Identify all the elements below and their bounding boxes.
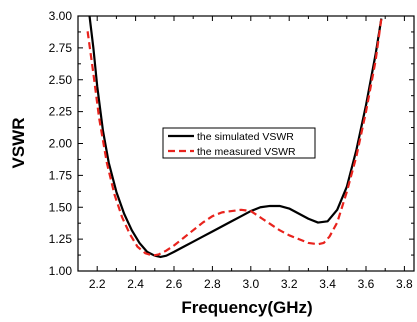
legend-label-simulated: the simulated VSWR <box>197 131 294 143</box>
y-tick-label: 2.00 <box>49 137 73 151</box>
x-tick-label: 3.6 <box>358 277 375 291</box>
y-tick-label: 1.25 <box>49 232 73 246</box>
legend: the simulated VSWR the measured VSWR <box>162 127 316 159</box>
x-tick-label: 2.8 <box>204 277 221 291</box>
series-layer <box>86 15 383 259</box>
legend-box <box>162 127 316 159</box>
y-axis-title: VSWR <box>9 118 28 169</box>
x-tick-label: 3.0 <box>242 277 259 291</box>
x-tick-label: 2.4 <box>127 277 144 291</box>
x-tick-label: 3.4 <box>319 277 336 291</box>
y-tick-label: 1.75 <box>49 168 73 182</box>
x-tick-label: 2.6 <box>166 277 183 291</box>
legend-label-measured: the measured VSWR <box>197 146 296 158</box>
y-tick-label: 2.25 <box>49 105 73 119</box>
x-tick-label: 3.8 <box>396 277 413 291</box>
y-tick-label: 3.00 <box>49 9 73 23</box>
series-line-measured <box>86 18 383 257</box>
y-tick-label: 1.00 <box>49 264 73 278</box>
ticks-layer: 2.2 2.4 2.6 2.8 3.0 3.2 3.4 3.6 3.8 1.00 1.25 1.50 1… <box>49 9 414 291</box>
y-tick-label: 2.75 <box>49 41 73 55</box>
y-tick-label: 1.50 <box>49 200 73 214</box>
x-tick-label: 3.2 <box>281 277 298 291</box>
x-axis-title: Frequency(GHz) <box>181 298 312 317</box>
y-tick-label: 2.50 <box>49 73 73 87</box>
x-tick-label: 2.2 <box>89 277 106 291</box>
series-line-simulated <box>88 15 383 259</box>
